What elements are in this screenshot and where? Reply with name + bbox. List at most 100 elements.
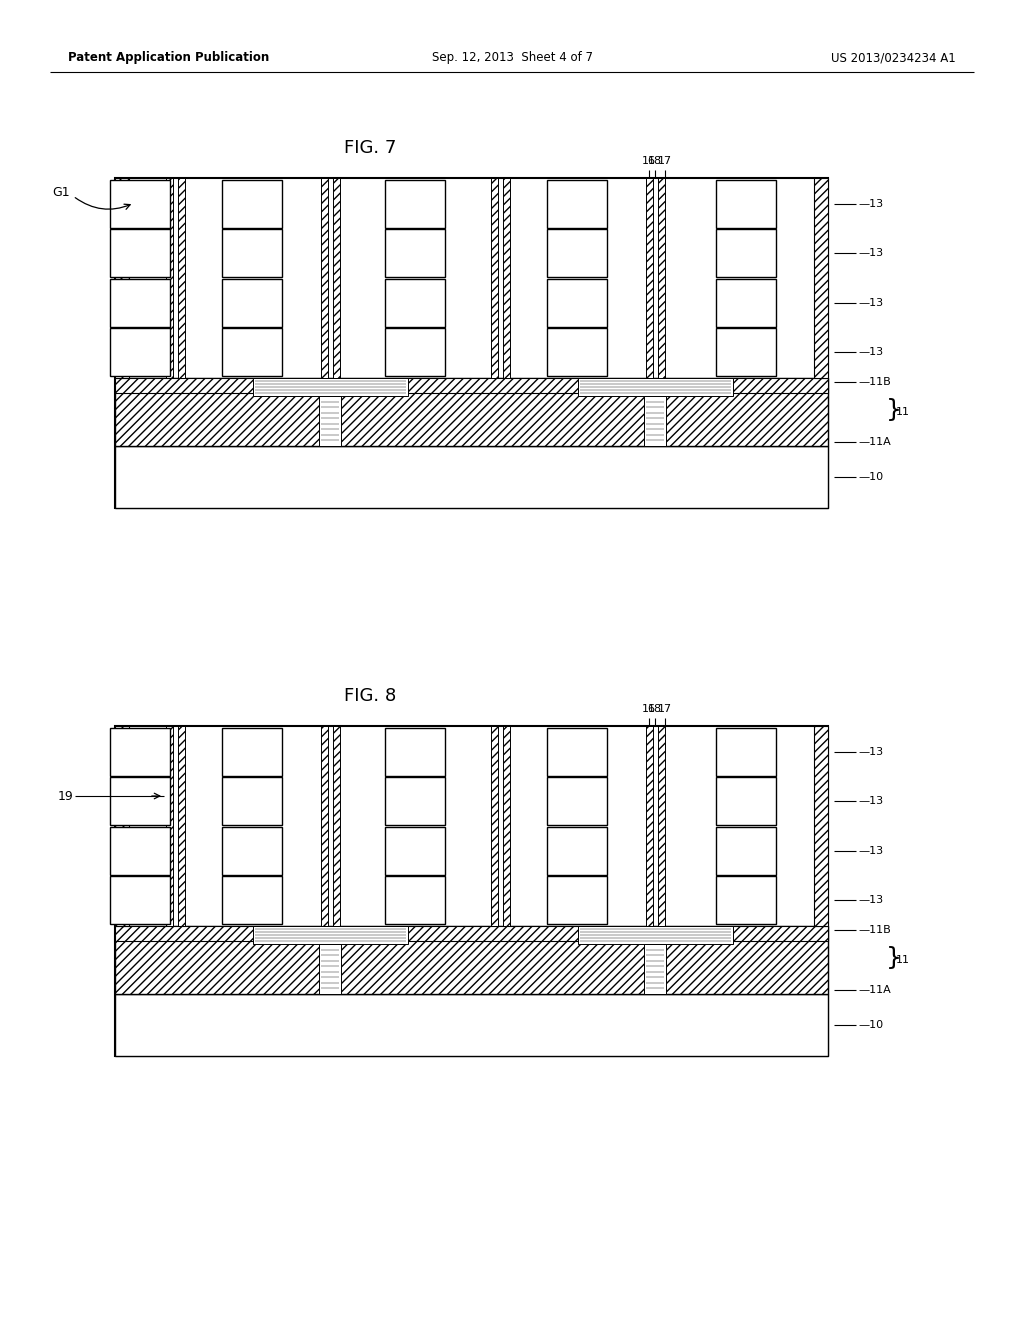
Bar (115, 726, 828, 1056)
Text: —11A: —11A (858, 985, 891, 995)
Bar (578, 927, 733, 944)
Bar (321, 726, 328, 927)
Bar (490, 178, 498, 378)
Bar (503, 178, 510, 378)
Text: —13: —13 (858, 198, 883, 209)
Text: —11B: —11B (858, 925, 891, 935)
Text: —13: —13 (858, 347, 883, 358)
Bar (222, 727, 282, 776)
Bar (166, 178, 173, 378)
Text: —13: —13 (858, 747, 883, 756)
Bar (253, 927, 408, 944)
Bar (319, 396, 341, 446)
Bar (319, 944, 341, 994)
Bar (115, 726, 129, 927)
Text: 16: 16 (642, 156, 656, 166)
Bar (110, 727, 170, 776)
Bar (178, 178, 185, 378)
Bar (222, 230, 282, 277)
Text: 17: 17 (658, 704, 672, 714)
Bar (166, 726, 173, 927)
Text: —10: —10 (858, 473, 883, 482)
Bar (547, 727, 607, 776)
Text: 17: 17 (658, 156, 672, 166)
Bar (110, 329, 170, 376)
Text: }: } (886, 946, 902, 970)
Text: 18: 18 (648, 704, 663, 714)
Bar (547, 876, 607, 924)
Text: —10: —10 (858, 1020, 883, 1030)
Text: 18: 18 (648, 156, 663, 166)
Bar (547, 279, 607, 327)
Bar (547, 777, 607, 825)
Bar (222, 777, 282, 825)
Bar (385, 826, 445, 875)
Text: 19: 19 (57, 789, 73, 803)
Bar (115, 446, 828, 508)
Bar (716, 329, 776, 376)
Text: —13: —13 (858, 248, 883, 259)
Bar (385, 279, 445, 327)
Bar (547, 826, 607, 875)
Bar (578, 378, 733, 396)
Bar (385, 727, 445, 776)
Bar (115, 178, 129, 378)
Bar (646, 178, 653, 378)
Bar (547, 329, 607, 376)
Bar (115, 994, 828, 1056)
Bar (658, 726, 665, 927)
Bar (716, 230, 776, 277)
Text: —11B: —11B (858, 378, 891, 387)
Text: FIG. 7: FIG. 7 (344, 139, 396, 157)
Bar (253, 378, 408, 396)
Bar (547, 180, 607, 227)
Bar (110, 230, 170, 277)
Bar (115, 178, 828, 508)
Bar (110, 279, 170, 327)
Text: G1: G1 (52, 186, 70, 199)
Bar (110, 826, 170, 875)
Bar (110, 180, 170, 227)
Bar (222, 279, 282, 327)
Bar (385, 876, 445, 924)
Bar (814, 726, 828, 927)
Text: 11: 11 (896, 407, 910, 417)
Text: —13: —13 (858, 846, 883, 855)
Text: —11A: —11A (858, 437, 891, 447)
Text: 16: 16 (642, 704, 656, 714)
Bar (646, 726, 653, 927)
Bar (222, 826, 282, 875)
Bar (716, 279, 776, 327)
Bar (385, 777, 445, 825)
Bar (716, 826, 776, 875)
Bar (716, 876, 776, 924)
Bar (333, 726, 340, 927)
Bar (115, 378, 828, 446)
Bar (178, 726, 185, 927)
Bar (110, 876, 170, 924)
Bar (814, 178, 828, 378)
Bar (644, 944, 666, 994)
Bar (503, 726, 510, 927)
Bar (222, 329, 282, 376)
Bar (716, 727, 776, 776)
Bar (385, 180, 445, 227)
Text: US 2013/0234234 A1: US 2013/0234234 A1 (831, 51, 956, 65)
Bar (222, 876, 282, 924)
Bar (658, 178, 665, 378)
Bar (115, 927, 828, 941)
Text: 11: 11 (896, 954, 910, 965)
Bar (547, 230, 607, 277)
Bar (716, 180, 776, 227)
Bar (333, 178, 340, 378)
Bar (644, 396, 666, 446)
Bar (321, 178, 328, 378)
Bar (385, 329, 445, 376)
Bar (716, 777, 776, 825)
Text: —13: —13 (858, 298, 883, 308)
Bar (490, 726, 498, 927)
Bar (385, 230, 445, 277)
Text: Patent Application Publication: Patent Application Publication (68, 51, 269, 65)
Text: Sep. 12, 2013  Sheet 4 of 7: Sep. 12, 2013 Sheet 4 of 7 (431, 51, 593, 65)
Text: }: } (886, 399, 902, 422)
